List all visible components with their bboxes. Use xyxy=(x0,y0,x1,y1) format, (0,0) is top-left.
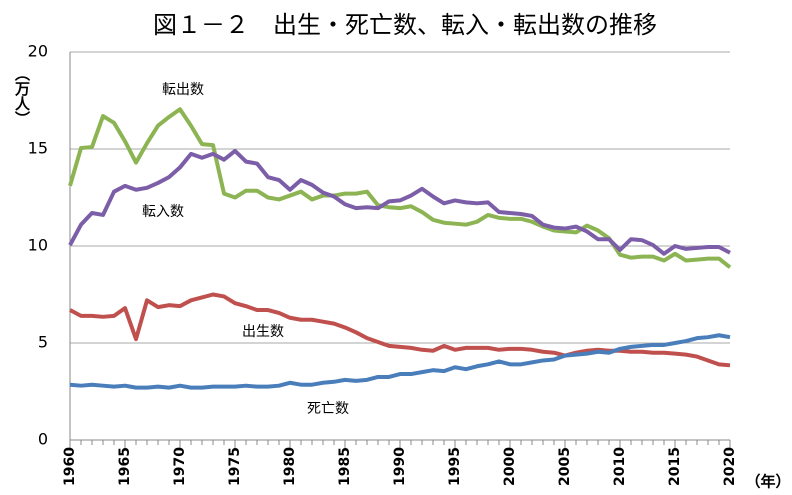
x-tick-label: 1970 xyxy=(172,447,188,486)
series-line xyxy=(68,148,731,256)
y-tick-label: 5 xyxy=(38,333,48,352)
series-label: 死亡数 xyxy=(307,401,349,417)
series-label: 転入数 xyxy=(142,204,184,220)
x-tick-label: 1960 xyxy=(62,447,78,486)
series-line xyxy=(69,292,731,368)
x-tick-label: 1975 xyxy=(227,447,243,486)
series-label: 出生数 xyxy=(242,324,284,340)
x-tick-label: 1965 xyxy=(117,447,133,486)
y-tick-label: 0 xyxy=(38,430,48,449)
y-tick-label: 10 xyxy=(28,236,48,255)
series-line xyxy=(69,333,731,390)
x-tick-label: 1995 xyxy=(447,447,463,486)
x-tick-label: 2010 xyxy=(612,447,628,486)
x-axis-label: （年） xyxy=(745,473,790,491)
x-tick-label: 1980 xyxy=(282,447,298,486)
x-tick-label: 2015 xyxy=(667,447,683,486)
x-tick-label: 1985 xyxy=(337,447,353,486)
y-tick-label: 20 xyxy=(28,42,48,61)
chart-title: 図１－２ 出生・死亡数、転入・転出数の推移 xyxy=(153,11,657,39)
x-tick-label: 2005 xyxy=(557,447,573,486)
series-label: 転出数 xyxy=(162,82,204,98)
series-line xyxy=(68,107,732,269)
y-axis-label: （万人） xyxy=(13,66,31,126)
x-tick-label: 1990 xyxy=(392,447,408,486)
x-tick-label: 2020 xyxy=(722,447,738,486)
y-tick-label: 15 xyxy=(28,139,48,158)
x-tick-label: 2000 xyxy=(502,447,518,486)
